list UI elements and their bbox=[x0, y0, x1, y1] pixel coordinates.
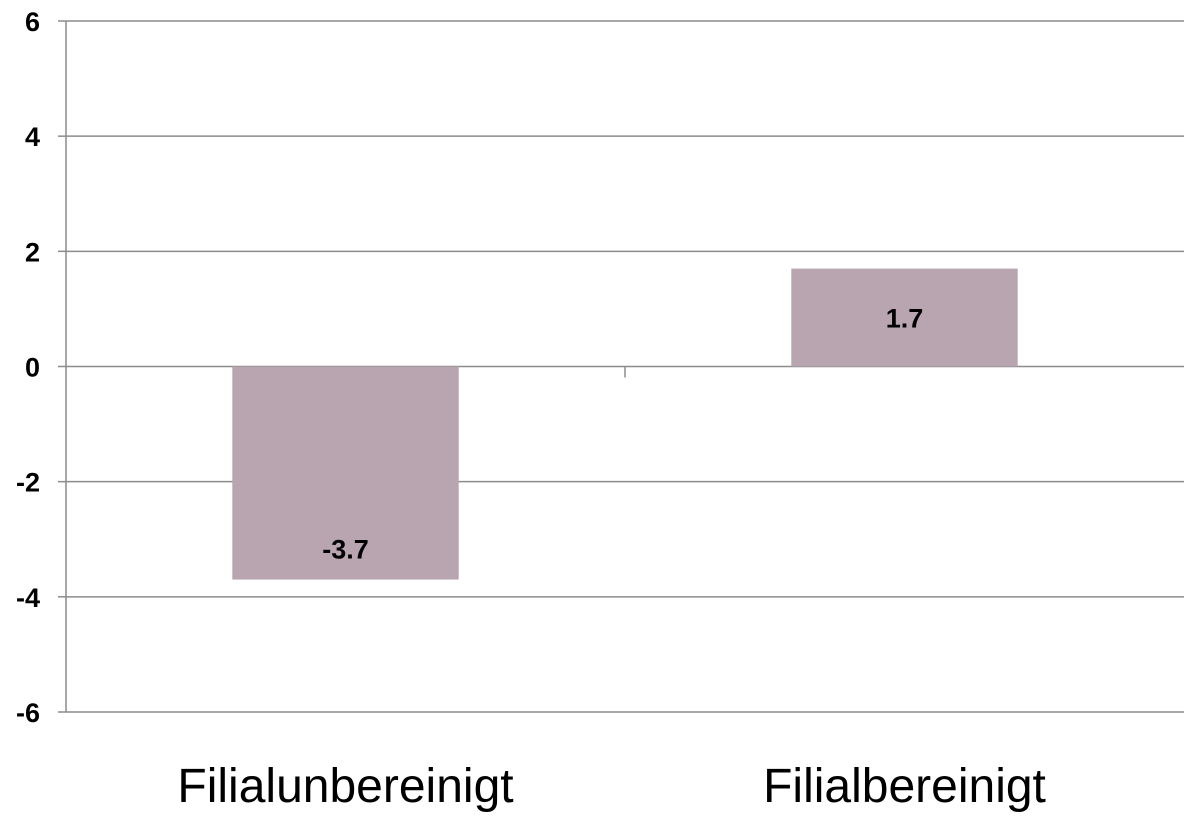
y-tick-label: 0 bbox=[25, 353, 40, 383]
y-tick-label: 6 bbox=[25, 7, 40, 37]
axes bbox=[58, 20, 626, 713]
labels: 6 4 2 0 -2 -4 -6 -3.7 Filialunbereinigt 1.7 Filial… bbox=[16, 7, 1046, 813]
y-tick-label: 4 bbox=[25, 122, 40, 152]
y-tick-label: -6 bbox=[16, 698, 40, 728]
x-tick-label: Filialbereinigt bbox=[763, 760, 1046, 812]
y-tick-label: -4 bbox=[16, 583, 40, 613]
bars bbox=[232, 268, 1018, 580]
data-label: -3.7 bbox=[322, 535, 369, 565]
data-label: 1.7 bbox=[886, 304, 924, 334]
bar bbox=[232, 366, 459, 580]
x-tick-label: Filialunbereinigt bbox=[177, 760, 513, 812]
y-tick-label: 2 bbox=[25, 237, 40, 267]
bar bbox=[791, 268, 1018, 367]
y-tick-label: -2 bbox=[16, 468, 40, 498]
